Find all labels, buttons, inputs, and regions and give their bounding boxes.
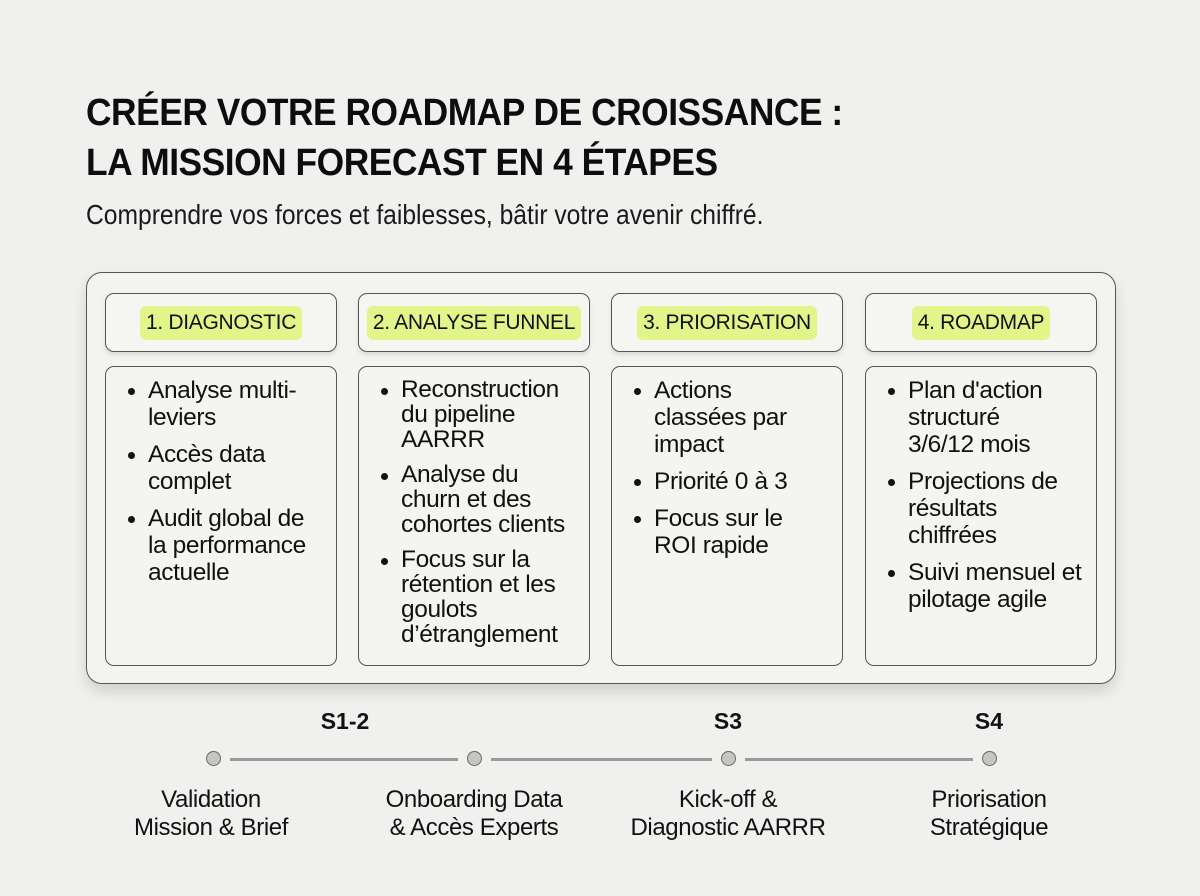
milestone-label-line: Validation [161, 786, 261, 813]
milestone-label-line: Kick-off & [678, 786, 778, 813]
milestone-dot [982, 751, 997, 766]
step-header-3: 3. PRIORISATION [611, 293, 843, 352]
steps-panel: 1. DIAGNOSTIC Analyse multi-leviers Accè… [86, 272, 1116, 684]
step-bullet: Actions classées par impact [634, 377, 789, 458]
milestone-label-line: & Accès Experts [389, 814, 559, 841]
milestone-label-line: Priorisation [931, 786, 1047, 813]
step-body-2: Reconstruction du pipeline AARRR Analyse… [358, 366, 590, 666]
step-bullet: Focus sur la rétention et les goulots d’… [381, 547, 571, 647]
timeline-segment [491, 758, 712, 761]
step-bullet: Suivi mensuel et pilotage agile [888, 559, 1088, 613]
milestone-label: Kick-off & Diagnostic AARRR [630, 786, 825, 842]
week-label: S1-2 [320, 708, 370, 734]
timeline: S1-2 S3 S4 Validation Mission & Brief On… [0, 700, 1200, 860]
step-bullet: Accès data complet [128, 441, 278, 495]
step-column-2: 2. ANALYSE FUNNEL Reconstruction du pipe… [358, 293, 590, 666]
step-column-3: 3. PRIORISATION Actions classées par imp… [611, 293, 843, 666]
step-header-1: 1. DIAGNOSTIC [105, 293, 337, 352]
milestone-label-line: Stratégique [929, 814, 1049, 841]
step-label: 2. ANALYSE FUNNEL [366, 305, 582, 340]
step-body-3: Actions classées par impact Priorité 0 à… [611, 366, 843, 666]
milestone-label-line: Mission & Brief [133, 814, 289, 841]
milestone-dot [206, 751, 221, 766]
week-label: S3 [713, 708, 743, 734]
step-column-1: 1. DIAGNOSTIC Analyse multi-leviers Accè… [105, 293, 337, 666]
step-column-4: 4. ROADMAP Plan d'action structuré 3/6/1… [865, 293, 1097, 666]
milestone-label-line: Diagnostic AARRR [630, 814, 826, 841]
milestone-label: Validation Mission & Brief [134, 786, 288, 842]
step-bullet: Priorité 0 à 3 [634, 468, 829, 495]
step-bullet: Plan d'action structuré 3/6/12 mois [888, 377, 1053, 458]
step-bullet: Analyse multi-leviers [128, 377, 297, 431]
step-body-1: Analyse multi-leviers Accès data complet… [105, 366, 337, 666]
milestone-dot [467, 751, 482, 766]
timeline-segment [230, 758, 458, 761]
step-label: 4. ROADMAP [911, 305, 1051, 340]
week-label: S4 [974, 708, 1004, 734]
page-title: CRÉER VOTRE ROADMAP DE CROISSANCE : LA M… [86, 88, 843, 188]
milestone-label-line: Onboarding Data [385, 786, 563, 813]
milestone-label: Onboarding Data & Accès Experts [386, 786, 563, 842]
step-bullet: Projections de résultats chiffrées [888, 468, 1078, 549]
step-label: 1. DIAGNOSTIC [139, 305, 303, 340]
title-line-1: CRÉER VOTRE ROADMAP DE CROISSANCE : [86, 92, 843, 134]
timeline-segment [745, 758, 973, 761]
step-header-4: 4. ROADMAP [865, 293, 1097, 352]
step-bullet: Audit global de la performance actuelle [128, 505, 323, 586]
step-bullet: Focus sur le ROI rapide [634, 505, 829, 559]
step-label: 3. PRIORISATION [637, 305, 817, 340]
step-header-2: 2. ANALYSE FUNNEL [358, 293, 590, 352]
milestone-label: Priorisation Stratégique [929, 786, 1049, 842]
step-bullet: Reconstruction du pipeline AARRR [381, 377, 571, 452]
milestone-dot [721, 751, 736, 766]
step-bullet: Analyse du churn et des cohortes clients [381, 462, 581, 537]
step-body-4: Plan d'action structuré 3/6/12 mois Proj… [865, 366, 1097, 666]
page-subtitle: Comprendre vos forces et faiblesses, bât… [86, 199, 764, 230]
title-line-2: LA MISSION FORECAST EN 4 ÉTAPES [86, 142, 718, 184]
